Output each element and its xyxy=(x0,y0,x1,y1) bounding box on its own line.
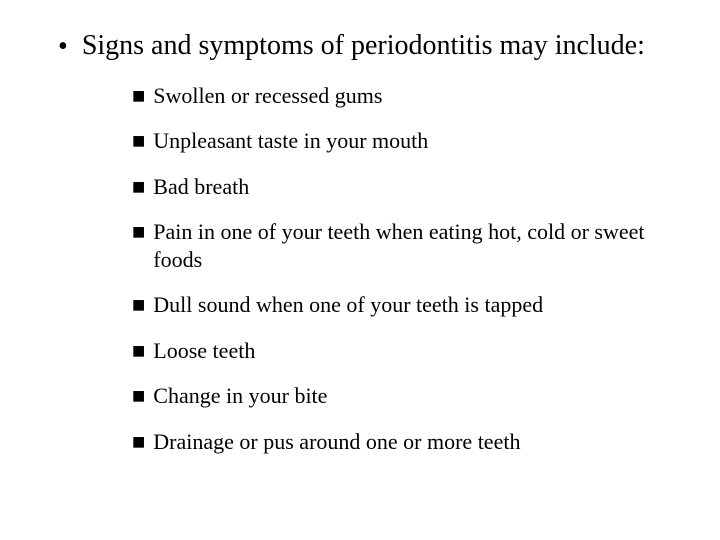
main-list-item: • Signs and symptoms of periodontitis ma… xyxy=(0,28,720,64)
square-bullet-icon: ■ xyxy=(132,173,145,201)
list-item-text: Unpleasant taste in your mouth xyxy=(153,127,428,155)
list-item-text: Dull sound when one of your teeth is tap… xyxy=(153,291,543,319)
list-item: ■ Loose teeth xyxy=(132,337,650,365)
sub-list: ■ Swollen or recessed gums ■ Unpleasant … xyxy=(0,82,720,456)
square-bullet-icon: ■ xyxy=(132,428,145,456)
list-item-text: Bad breath xyxy=(153,173,249,201)
bullet-icon: • xyxy=(58,30,68,64)
list-item: ■ Change in your bite xyxy=(132,382,650,410)
square-bullet-icon: ■ xyxy=(132,82,145,110)
list-item: ■ Drainage or pus around one or more tee… xyxy=(132,428,650,456)
heading-text: Signs and symptoms of periodontitis may … xyxy=(82,28,645,63)
square-bullet-icon: ■ xyxy=(132,337,145,365)
list-item: ■ Dull sound when one of your teeth is t… xyxy=(132,291,650,319)
list-item-text: Pain in one of your teeth when eating ho… xyxy=(153,218,650,273)
list-item-text: Change in your bite xyxy=(153,382,327,410)
list-item: ■ Unpleasant taste in your mouth xyxy=(132,127,650,155)
square-bullet-icon: ■ xyxy=(132,382,145,410)
list-item-text: Loose teeth xyxy=(153,337,255,365)
list-item: ■ Pain in one of your teeth when eating … xyxy=(132,218,650,273)
square-bullet-icon: ■ xyxy=(132,127,145,155)
square-bullet-icon: ■ xyxy=(132,291,145,319)
list-item: ■ Bad breath xyxy=(132,173,650,201)
list-item: ■ Swollen or recessed gums xyxy=(132,82,650,110)
list-item-text: Swollen or recessed gums xyxy=(153,82,382,110)
list-item-text: Drainage or pus around one or more teeth xyxy=(153,428,520,456)
square-bullet-icon: ■ xyxy=(132,218,145,246)
